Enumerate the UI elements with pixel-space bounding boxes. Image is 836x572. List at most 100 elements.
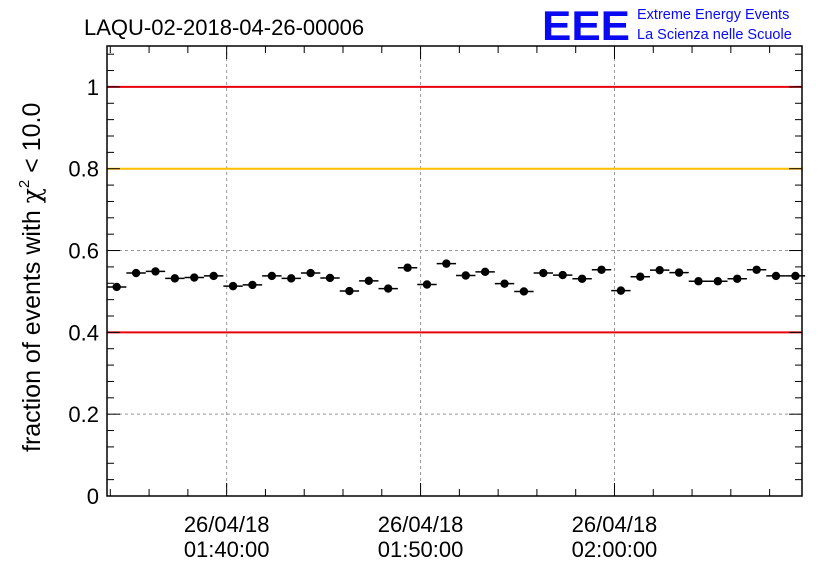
y-tick-label: 0.2 [68, 402, 99, 427]
data-marker [616, 286, 626, 295]
data-point [300, 268, 321, 278]
y-axis-label: fraction of events with χ2 < 10.0 [16, 103, 46, 452]
data-marker [791, 271, 800, 281]
x-tick-label-time: 01:40:00 [184, 537, 270, 562]
data-marker [306, 268, 315, 278]
eee-logo-line1: Extreme Energy Events [637, 7, 789, 23]
data-marker [112, 282, 121, 292]
data-marker [345, 286, 354, 296]
data-point [688, 277, 709, 286]
y-axis-label-sup: 2 [16, 180, 33, 188]
data-point [107, 282, 127, 292]
data-marker [287, 274, 296, 283]
data-point [436, 259, 457, 268]
data-marker [228, 281, 238, 291]
data-point [553, 270, 573, 280]
grid [107, 46, 802, 496]
data-point [727, 274, 747, 283]
data-marker [422, 280, 432, 289]
data-point [184, 273, 204, 282]
x-tick-label-date: 26/04/18 [572, 512, 658, 537]
data-marker [364, 276, 373, 286]
y-axis-label-tail: < 10.0 [18, 103, 46, 180]
data-point [281, 274, 301, 283]
data-marker [674, 268, 684, 277]
eee-logo-line2: La Scienza nelle Scuole [637, 27, 792, 43]
data-point [203, 271, 224, 281]
data-point [320, 273, 340, 283]
eee-logo-mark: EEE [542, 2, 630, 49]
data-marker [713, 277, 723, 286]
data-marker [752, 265, 761, 274]
data-marker [519, 287, 529, 296]
data-marker [209, 271, 218, 281]
data-marker [325, 273, 335, 283]
data-marker [190, 273, 199, 282]
data-marker [655, 265, 664, 275]
y-tick-label: 0.4 [68, 320, 99, 345]
data-point [223, 281, 243, 291]
plot-frame [106, 45, 803, 497]
data-marker [558, 270, 567, 280]
data-marker [267, 271, 277, 281]
data-marker [694, 277, 703, 286]
data-point [766, 271, 786, 281]
data-points [107, 259, 806, 296]
y-tick-label: 0.8 [68, 157, 99, 182]
y-tick-label: 0.6 [68, 239, 99, 264]
x-tick-label-date: 26/04/18 [378, 512, 464, 537]
data-marker [442, 259, 451, 268]
data-marker [539, 268, 548, 278]
data-point [611, 286, 631, 295]
data-point [378, 284, 398, 293]
y-axis-label-text: fraction of events with [18, 203, 46, 452]
y-tick-label: 1 [87, 75, 99, 100]
data-point [494, 279, 515, 288]
data-point [145, 267, 166, 276]
x-tick-label-time: 02:00:00 [572, 537, 658, 562]
data-marker [170, 274, 180, 283]
x-tick-label-time: 01:50:00 [378, 537, 464, 562]
data-marker [577, 274, 587, 283]
data-point [630, 272, 650, 281]
eee-logo: EEE Extreme Energy Events La Scienza nel… [542, 2, 792, 49]
data-point [262, 271, 282, 281]
x-tick-label-date: 26/04/18 [184, 512, 270, 537]
data-point [165, 274, 185, 283]
data-point [533, 268, 554, 278]
reference-lines [107, 85, 802, 334]
data-marker [597, 265, 606, 274]
axis-ticks [107, 46, 802, 497]
data-point [746, 265, 767, 274]
data-marker [500, 279, 509, 288]
y-tick-label: 0 [87, 484, 99, 509]
data-marker [771, 271, 781, 281]
data-point [591, 265, 612, 274]
y-axis-label-chi: χ [17, 188, 46, 203]
data-marker [636, 272, 645, 281]
data-point [339, 286, 360, 296]
data-point [359, 276, 379, 286]
data-marker [248, 280, 257, 290]
data-point [708, 277, 728, 286]
data-point [126, 268, 146, 278]
data-point [456, 271, 476, 280]
data-point [669, 268, 689, 277]
data-point [242, 280, 263, 290]
data-point [514, 287, 534, 296]
data-marker [480, 267, 490, 277]
data-marker [131, 268, 141, 278]
chart-title: LAQU-02-2018-04-26-00006 [84, 15, 364, 40]
data-marker [403, 263, 412, 272]
data-marker [383, 284, 393, 293]
data-point [417, 280, 437, 289]
data-point [475, 267, 495, 277]
data-point [397, 263, 418, 272]
data-marker [461, 271, 470, 280]
data-point [572, 274, 592, 283]
data-point [649, 265, 670, 275]
data-marker [733, 274, 742, 283]
data-marker [151, 267, 160, 276]
tick-labels: 26/04/1801:40:0026/04/1801:50:0026/04/18… [68, 75, 657, 562]
